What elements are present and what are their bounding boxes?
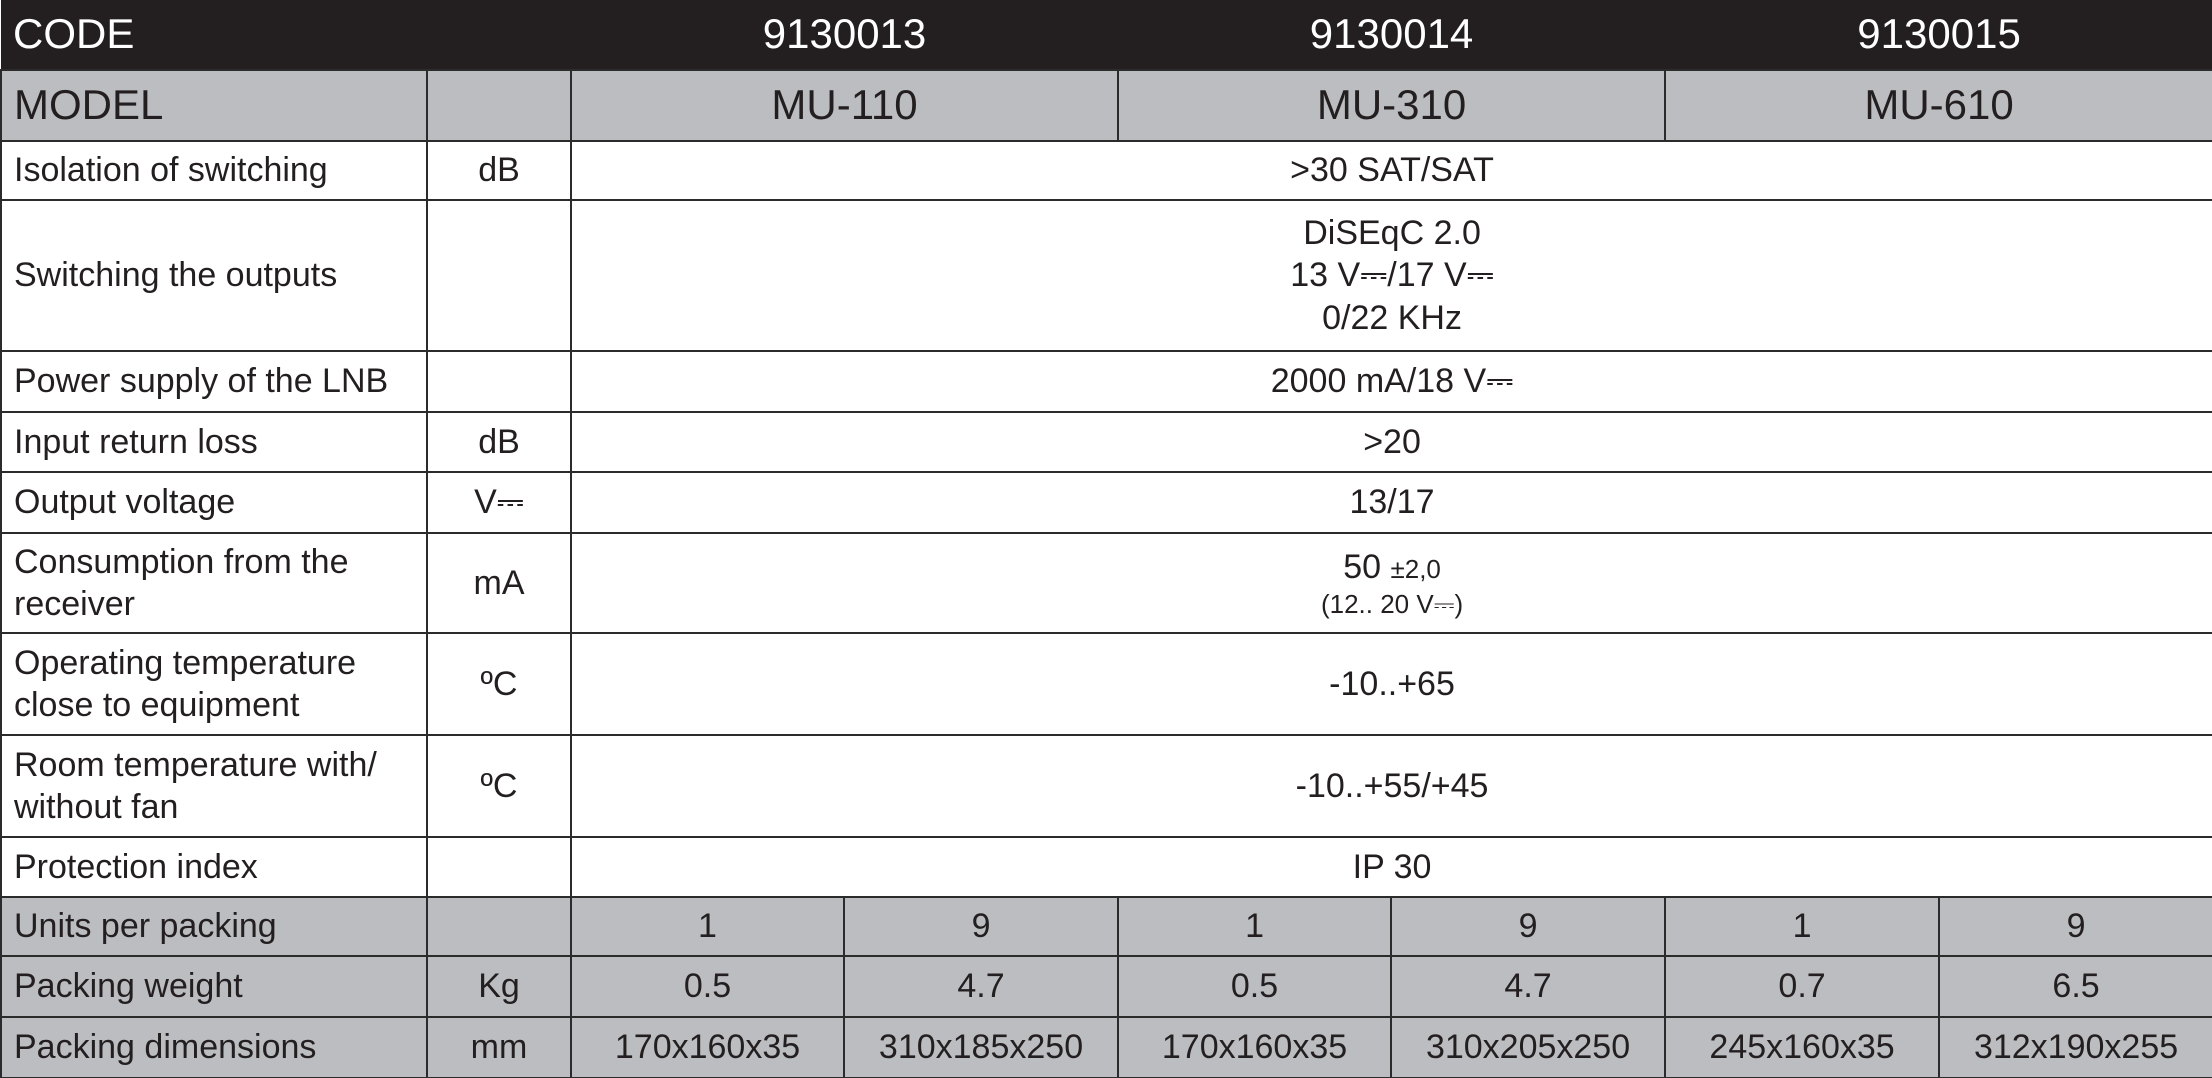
packing-value: 0.7 (1664, 955, 1941, 1018)
spec-value: 50 ±2,0 (12.. 20 V⎓) (570, 532, 2212, 634)
spec-row: Room temperature with/ without fan ºC -10.… (0, 734, 2212, 838)
model: MU-110 (570, 69, 1120, 142)
value-line: >20 (1363, 422, 1421, 461)
unit-cell (425, 350, 573, 413)
spec-value: -10..+65 (570, 632, 2212, 736)
code: 9130014 (1118, 0, 1666, 70)
packing-row: Packing weight Kg 0.5 4.7 0.5 4.7 0.7 6.5 (0, 955, 2212, 1018)
spec-label: Switching the outputs (0, 199, 428, 352)
value-tolerance: ±2,0 (1390, 553, 1441, 584)
unit-cell: dB (425, 140, 573, 201)
packing-value: 1 (1664, 896, 1941, 957)
spec-label: Operating temperature close to equipment (0, 632, 428, 736)
packing-value: 4.7 (1390, 955, 1667, 1018)
model: MU-610 (1664, 69, 2212, 142)
packing-value: 9 (1938, 896, 2212, 957)
spec-row: Power supply of the LNB 2000 mA/18 V⎓ (0, 350, 2212, 413)
packing-row: Units per packing 1 9 1 9 1 9 (0, 896, 2212, 957)
spec-label: Input return loss (0, 411, 428, 473)
unit: dB (478, 151, 520, 190)
value-line: -10..+65 (1329, 664, 1455, 703)
value-note: (12.. 20 V⎓) (1320, 589, 1464, 619)
spec-label: Consumption from the receiver (0, 532, 428, 634)
model: MU-310 (1117, 69, 1667, 142)
unit: ºC (480, 664, 518, 703)
spec-label: Power supply of the LNB (0, 350, 428, 413)
unit-cell: mm (425, 1016, 573, 1078)
unit: mA (473, 563, 525, 602)
packing-value: 9 (843, 896, 1120, 957)
unit-cell (425, 896, 573, 957)
spec-row: Output voltage V⎓ 13/17 (0, 471, 2212, 534)
unit-cell: dB (425, 411, 573, 473)
value-line: 13 V⎓/17 V⎓ (1290, 256, 1494, 295)
unit: V⎓ (474, 483, 524, 522)
spec-row: Input return loss dB >20 (0, 411, 2212, 473)
packing-value: 170x160x35 (570, 1016, 846, 1078)
spec-row: Isolation of switching dB >30 SAT/SAT (0, 140, 2212, 201)
value-line: 0/22 KHz (1322, 298, 1462, 337)
packing-value: 9 (1390, 896, 1667, 957)
packing-value: 0.5 (1117, 955, 1393, 1018)
value-line: 50 ±2,0 (578, 546, 2206, 589)
code: 9130015 (1665, 0, 2212, 70)
spec-value: 13/17 (570, 471, 2212, 534)
unit-cell: V⎓ (425, 471, 573, 534)
value-line: 2000 mA/18 V⎓ (1270, 362, 1514, 401)
spec-value: IP 30 (570, 836, 2212, 898)
unit-cell: ºC (425, 632, 573, 736)
packing-value: 6.5 (1938, 955, 2212, 1018)
packing-value: 0.5 (570, 955, 846, 1018)
unit-cell (425, 69, 573, 142)
packing-row: Packing dimensions mm 170x160x35 310x185x25… (0, 1016, 2212, 1078)
packing-value: 312x190x255 (1938, 1016, 2212, 1078)
packing-label: Units per packing (0, 896, 428, 957)
spec-label: Room temperature with/ without fan (0, 734, 428, 838)
spec-value: 2000 mA/18 V⎓ (570, 350, 2212, 413)
packing-value: 310x185x250 (843, 1016, 1120, 1078)
unit: dB (478, 422, 520, 461)
spec-value: >30 SAT/SAT (570, 140, 2212, 201)
value-line: IP 30 (1352, 847, 1432, 886)
spec-row: Protection index IP 30 (0, 836, 2212, 898)
spec-value: >20 (570, 411, 2212, 473)
header-row: CODE 9130013 9130014 9130015 (1, 0, 2212, 70)
value-line: DiSEqC 2.0 (1303, 213, 1481, 252)
model-label: MODEL (0, 69, 428, 142)
value-line: >30 SAT/SAT (1290, 151, 1494, 190)
unit: Kg (478, 967, 520, 1006)
unit: mm (470, 1028, 528, 1067)
spec-row: Operating temperature close to equipment… (0, 632, 2212, 736)
packing-value: 245x160x35 (1664, 1016, 1941, 1078)
value-main: 50 (1343, 547, 1382, 586)
spec-row: Consumption from the receiver mA 50 ±2,0 (1… (0, 532, 2212, 634)
spec-label: Output voltage (0, 471, 428, 534)
packing-value: 4.7 (843, 955, 1120, 1018)
unit-cell: Kg (425, 955, 573, 1018)
value-line: -10..+55/+45 (1295, 766, 1489, 805)
spec-label: Protection index (0, 836, 428, 898)
unit-cell (425, 836, 573, 898)
packing-value: 1 (1117, 896, 1393, 957)
code: 9130013 (571, 0, 1119, 70)
packing-label: Packing weight (0, 955, 428, 1018)
unit-cell (425, 199, 573, 352)
packing-value: 1 (570, 896, 846, 957)
code-label: CODE (1, 0, 572, 70)
spec-label: Isolation of switching (0, 140, 428, 201)
packing-value: 170x160x35 (1117, 1016, 1393, 1078)
packing-label: Packing dimensions (0, 1016, 428, 1078)
unit: ºC (480, 766, 518, 805)
spec-value: -10..+55/+45 (570, 734, 2212, 838)
spec-value: DiSEqC 2.0 13 V⎓/17 V⎓ 0/22 KHz (570, 199, 2212, 352)
model-row: MODEL MU-110 MU-310 MU-610 (0, 69, 2212, 142)
unit-cell: ºC (425, 734, 573, 838)
unit-cell: mA (425, 532, 573, 634)
value-line: 13/17 (1349, 483, 1435, 522)
spec-row: Switching the outputs DiSEqC 2.0 13 V⎓/17 … (0, 199, 2212, 352)
packing-value: 310x205x250 (1390, 1016, 1667, 1078)
